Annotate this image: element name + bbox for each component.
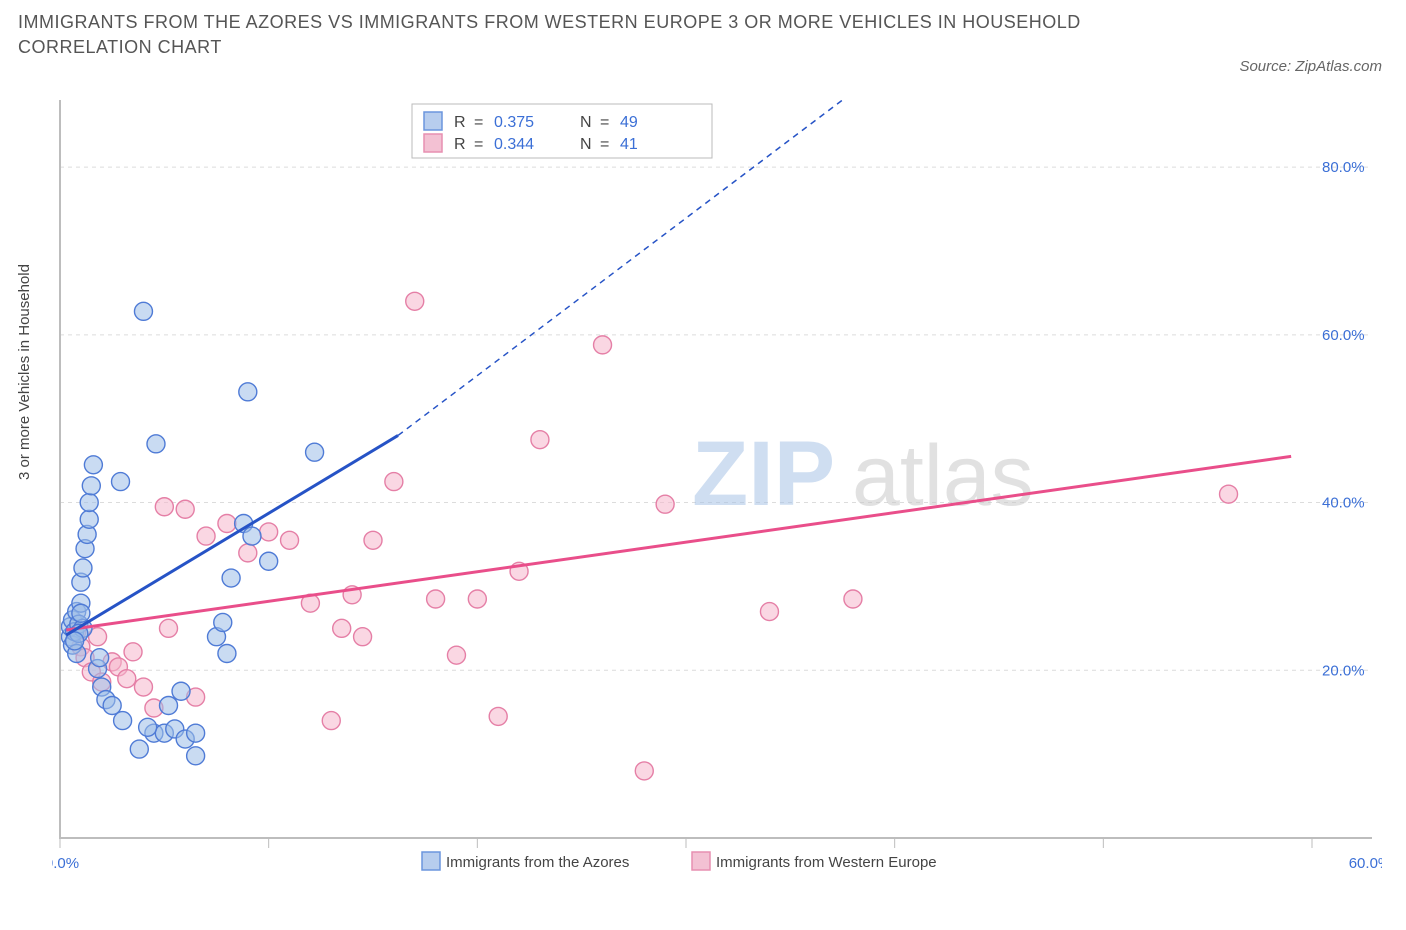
watermark: atlas (852, 428, 1034, 524)
data-point-blue (74, 559, 92, 577)
y-tick-label: 20.0% (1322, 662, 1365, 679)
data-point-blue (80, 494, 98, 512)
data-point-pink (760, 603, 778, 621)
stat-eq: = (474, 114, 483, 131)
data-point-blue (306, 443, 324, 461)
data-point-pink (160, 619, 178, 637)
stat-r-pink: 0.344 (494, 136, 534, 153)
data-point-pink (134, 678, 152, 696)
data-point-blue (82, 477, 100, 495)
y-axis-label: 3 or more Vehicles in Household (16, 264, 33, 480)
data-point-pink (218, 515, 236, 533)
data-point-pink (155, 498, 173, 516)
data-point-blue (239, 383, 257, 401)
data-point-pink (489, 707, 507, 725)
stat-r-label: R (454, 114, 466, 131)
data-point-pink (406, 292, 424, 310)
data-point-blue (172, 682, 190, 700)
scatter-chart: 20.0% 40.0% 60.0% 80.0% ZIPatlas 0.0% 60.0% R = 0… (52, 100, 1382, 870)
data-point-blue (103, 696, 121, 714)
data-point-blue (139, 718, 157, 736)
data-point-pink (447, 646, 465, 664)
data-point-blue (214, 613, 232, 631)
data-point-pink (385, 473, 403, 491)
data-point-pink (468, 590, 486, 608)
data-point-pink (124, 643, 142, 661)
chart-svg: 20.0% 40.0% 60.0% 80.0% ZIPatlas 0.0% 60.0% R = 0… (52, 100, 1382, 900)
data-point-pink (354, 628, 372, 646)
data-point-pink (531, 431, 549, 449)
data-point-blue (222, 569, 240, 587)
legend-label-blue: Immigrants from the Azores (446, 854, 629, 871)
stat-eq: = (600, 114, 609, 131)
data-point-pink (197, 527, 215, 545)
y-tick-label: 80.0% (1322, 159, 1365, 176)
data-point-pink (322, 712, 340, 730)
data-point-blue (84, 456, 102, 474)
legend-swatch-blue (422, 852, 440, 870)
chart-title: IMMIGRANTS FROM THE AZORES VS IMMIGRANTS… (18, 10, 1138, 60)
stat-eq: = (600, 136, 609, 153)
data-point-blue (112, 473, 130, 491)
data-point-blue (134, 302, 152, 320)
data-point-pink (118, 670, 136, 688)
data-point-blue (260, 552, 278, 570)
stat-n-blue: 49 (620, 114, 638, 131)
data-point-pink (635, 762, 653, 780)
data-point-blue (187, 724, 205, 742)
y-tick-label: 60.0% (1322, 327, 1365, 344)
data-point-pink (594, 336, 612, 354)
data-point-blue (91, 649, 109, 667)
legend-swatch-pink (692, 852, 710, 870)
data-point-pink (427, 590, 445, 608)
data-point-pink (364, 531, 382, 549)
legend-swatch-pink (424, 134, 442, 152)
stat-n-pink: 41 (620, 136, 638, 153)
x-tick-label: 60.0% (1349, 855, 1382, 872)
data-point-blue (130, 740, 148, 758)
legend-swatch-blue (424, 112, 442, 130)
data-point-blue (114, 712, 132, 730)
data-point-blue (187, 747, 205, 765)
watermark: ZIP (692, 423, 835, 525)
data-point-pink (1220, 485, 1238, 503)
source-attribution: Source: ZipAtlas.com (1239, 58, 1382, 75)
data-point-pink (656, 495, 674, 513)
data-point-blue (147, 435, 165, 453)
x-tick-label: 0.0% (52, 855, 79, 872)
data-point-pink (176, 500, 194, 518)
data-point-blue (80, 510, 98, 528)
data-point-blue (160, 696, 178, 714)
data-point-pink (260, 523, 278, 541)
stat-n-label: N (580, 136, 592, 153)
data-point-pink (333, 619, 351, 637)
data-point-blue (218, 645, 236, 663)
y-tick-label: 40.0% (1322, 495, 1365, 512)
stat-r-blue: 0.375 (494, 114, 534, 131)
data-point-blue (72, 604, 90, 622)
data-point-blue (243, 527, 261, 545)
data-point-pink (281, 531, 299, 549)
stat-n-label: N (580, 114, 592, 131)
data-point-pink (844, 590, 862, 608)
legend-label-pink: Immigrants from Western Europe (716, 854, 937, 871)
data-point-pink (239, 544, 257, 562)
stat-eq: = (474, 136, 483, 153)
stat-r-label: R (454, 136, 466, 153)
